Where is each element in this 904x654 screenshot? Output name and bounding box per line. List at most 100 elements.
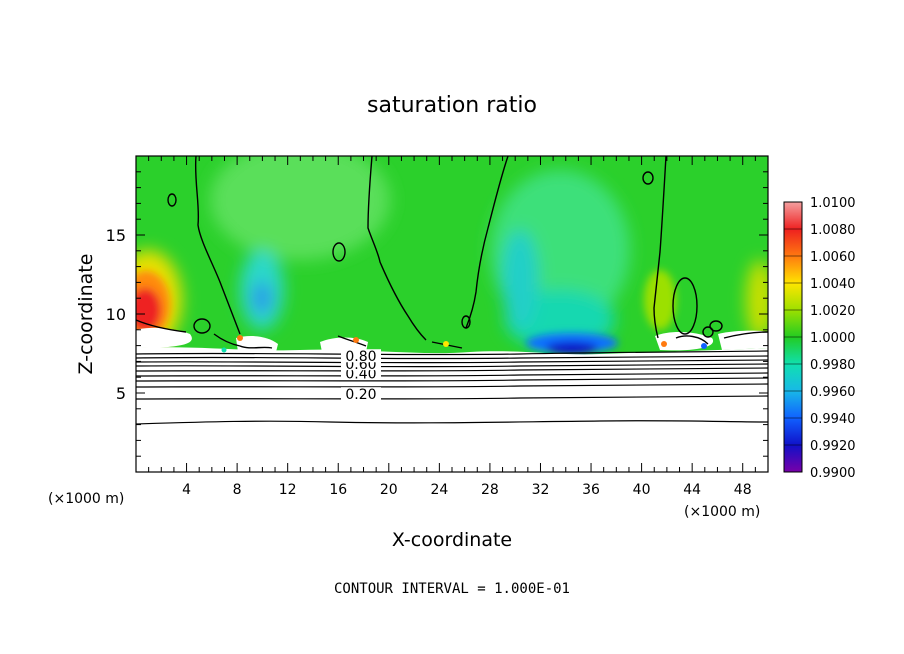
contour-label: 0.80 (345, 349, 376, 365)
x-tick-label: 48 (734, 482, 752, 498)
contour-line (653, 156, 667, 339)
contour-line (723, 331, 768, 339)
contour-loop (461, 315, 471, 329)
contour-line (337, 335, 367, 347)
colorbar-tick-label: 1.0080 (810, 223, 856, 238)
contour-line (136, 363, 768, 368)
contour-loop (167, 193, 177, 207)
x-unit-right: (×1000 m) (684, 504, 760, 520)
field-patch-yellow (746, 260, 768, 340)
y-axis-label: Z-coordinate (75, 254, 97, 375)
colorbar-segment (784, 418, 802, 446)
x-tick-label: 12 (279, 482, 297, 498)
x-tick-label: 44 (683, 482, 701, 498)
x-tick-label: 8 (233, 482, 242, 498)
colorbar-tick-label: 0.9940 (810, 412, 856, 427)
contour-line (136, 383, 768, 388)
fleck (353, 337, 359, 343)
x-tick-label: 40 (633, 482, 651, 498)
contour-label-bg (340, 387, 381, 401)
fleck (221, 347, 227, 353)
contour-line (136, 319, 187, 333)
contour-label-bg (340, 349, 381, 363)
colorbar-tick-label: 1.0100 (810, 196, 856, 211)
colorbar-tick-label: 1.0000 (810, 331, 856, 346)
x-tick-label: 20 (380, 482, 398, 498)
x-tick-label: 4 (182, 482, 191, 498)
x-tick-label: 36 (582, 482, 600, 498)
lower-contours (136, 350, 768, 425)
contour-line (194, 156, 241, 335)
colorbar-tick-label: 0.9960 (810, 385, 856, 400)
x-tick-label: 16 (329, 482, 347, 498)
contour-interval-note: CONTOUR INTERVAL = 1.000E-01 (334, 581, 570, 597)
fleck (701, 343, 707, 349)
upper-contours (136, 156, 768, 349)
contour-line (367, 156, 427, 341)
lower-white-band (136, 347, 768, 472)
white-blob (136, 327, 192, 348)
contour-loop (702, 326, 714, 338)
white-blob (718, 330, 768, 350)
colorbar: 1.0100 1.0080 1.0060 1.0040 1.0020 1.0000 0.99… (783, 196, 856, 481)
y-tick-label: 15 (106, 226, 126, 245)
x-axis: 4 8 12 16 20 24 28 32 36 40 44 48 (148, 156, 756, 498)
contour-line (136, 359, 768, 364)
x-unit-left: (×1000 m) (48, 491, 124, 507)
contour-loop (193, 318, 211, 334)
contour-loop (672, 277, 698, 335)
contour-loop (332, 242, 346, 262)
contour-line (136, 395, 768, 400)
x-tick-label: 24 (430, 482, 448, 498)
fleck (443, 341, 449, 347)
contour-labels: 0.200.400.600.80 (340, 349, 381, 403)
x-tick-label: 28 (481, 482, 499, 498)
field-patch-darkblue (546, 342, 598, 354)
field-patch-red (136, 288, 161, 332)
x-tick-label: 32 (532, 482, 550, 498)
colorbar-segment (784, 391, 802, 419)
chart-title: saturation ratio (367, 93, 537, 118)
colorbar-segment (784, 283, 802, 311)
surface-flecks (221, 335, 707, 353)
contour-line (136, 350, 768, 356)
colorbar-tick-label: 0.9900 (810, 466, 856, 481)
colorbar-tick-label: 0.9980 (810, 358, 856, 373)
colorbar-segment (784, 364, 802, 392)
contour-loop (642, 171, 654, 185)
contour-label: 0.40 (345, 367, 376, 383)
field-patch-blue (252, 282, 272, 314)
contour-line (136, 420, 768, 425)
contour-line (136, 377, 768, 382)
y-tick-label: 5 (116, 384, 126, 403)
contour-line (136, 367, 768, 372)
colorbar-segment (784, 337, 802, 365)
field-patch-yellowgreen (644, 270, 676, 330)
colorbar-segment (784, 202, 802, 230)
x-axis-label: X-coordinate (392, 529, 512, 551)
colorbar-segment (784, 229, 802, 257)
contour-label: 0.20 (345, 387, 376, 403)
field-patch-cyan (502, 230, 538, 330)
plot-area: 0.200.400.600.80 (136, 156, 768, 472)
field-patch-light-green (210, 156, 390, 260)
colorbar-tick-label: 0.9920 (810, 439, 856, 454)
colorbar-segment (784, 445, 802, 473)
colorbar-segment (784, 310, 802, 338)
white-blob (655, 332, 714, 351)
contour-line (675, 335, 709, 345)
colorbar-tick-label: 1.0020 (810, 304, 856, 319)
colorbar-tick-label: 1.0040 (810, 277, 856, 292)
colorbar-tick-label: 1.0060 (810, 250, 856, 265)
fleck (237, 335, 243, 341)
y-tick-label: 10 (106, 305, 126, 324)
colorbar-segment (784, 256, 802, 284)
fleck (661, 341, 667, 347)
contour-line (136, 372, 768, 377)
contour-line (136, 355, 768, 360)
contour-loop (709, 320, 723, 332)
y-axis: 5 10 15 (106, 171, 768, 457)
contour-line (465, 156, 509, 329)
contour-line (213, 333, 273, 349)
